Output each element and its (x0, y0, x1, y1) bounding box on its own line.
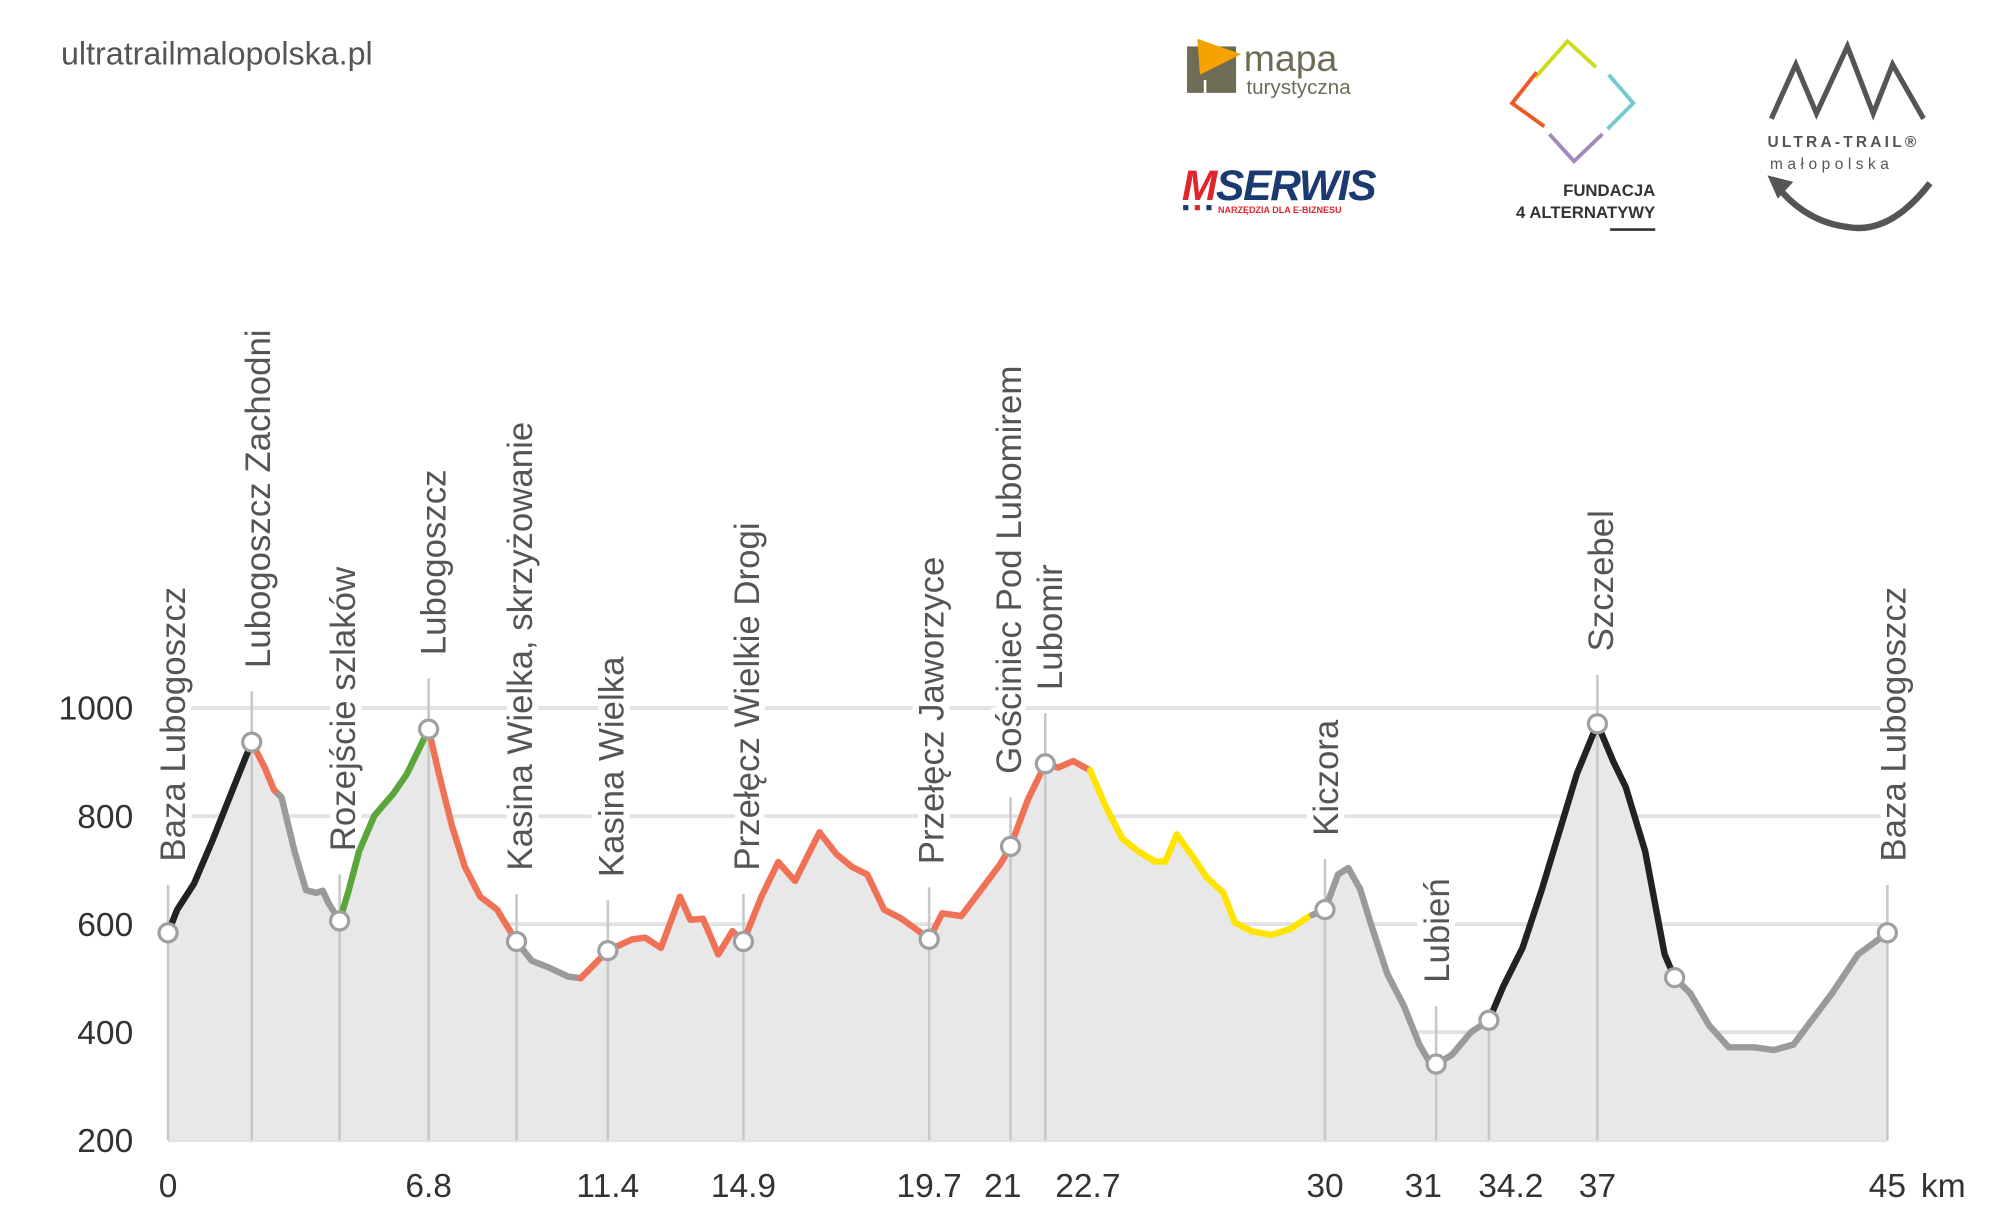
waypoint-marker (417, 718, 440, 740)
waypoint-marker (1663, 967, 1686, 989)
ultratrail-line2: małopolska (1770, 156, 1893, 173)
waypoint-label: Szczebel (1582, 510, 1621, 651)
waypoint-marker (157, 922, 179, 944)
waypoint-marker (1314, 898, 1336, 921)
waypoint-marker (1876, 922, 1899, 944)
waypoint-label: Kasina Wielka (592, 656, 631, 877)
y-tick-label: 400 (77, 1015, 133, 1052)
waypoint-marker (999, 835, 1022, 858)
waypoint-label: Baza Lubogoszcz (1874, 587, 1913, 862)
x-unit-label: km (1921, 1168, 1966, 1205)
y-tick-label: 600 (77, 907, 133, 944)
y-axis-ticks: 200 400 600 800 1000 (59, 691, 134, 1160)
waypoint-label: Gościniec Pod Lubomirem (990, 366, 1029, 774)
waypoint-marker (328, 910, 351, 932)
x-tick-label: 45 (1869, 1168, 1906, 1205)
waypoint-marker (505, 930, 528, 953)
y-tick-label: 200 (77, 1123, 133, 1160)
profile-segment (1086, 767, 1316, 939)
x-tick-label: 19.7 (897, 1168, 962, 1205)
profile-segment (425, 725, 520, 945)
x-tick-label: 0 (159, 1168, 178, 1205)
x-tick-label: 22.7 (1055, 1168, 1120, 1205)
fundacja-line1: FUNDACJA (1563, 181, 1655, 200)
profile-segment (275, 791, 343, 925)
x-tick-label: 30 (1306, 1168, 1343, 1205)
site-url[interactable]: ultratrailmalopolska.pl (61, 35, 373, 71)
x-tick-label: 37 (1579, 1168, 1616, 1205)
x-tick-label: 11.4 (576, 1168, 639, 1205)
fundacja-4-alternatywy-logo: FUNDACJA 4 ALTERNATYWY (1509, 38, 1655, 231)
ultra-trail-malopolska-logo: ULTRA-TRAIL® małopolska (1767, 39, 1933, 232)
waypoint-markers (157, 713, 1899, 1075)
x-tick-label: 21 (984, 1168, 1021, 1205)
profile-segment (248, 738, 283, 798)
x-tick-label: 34.2 (1478, 1168, 1543, 1205)
waypoint-label: Kasina Wielka, skrzyżowanie (501, 422, 540, 871)
x-tick-label: 6.8 (405, 1168, 452, 1205)
waypoint-marker (732, 930, 755, 953)
waypoint-marker (1034, 753, 1056, 775)
x-tick-label: 31 (1405, 1168, 1442, 1205)
waypoint-label: Lubomir (1031, 564, 1070, 690)
y-tick-label: 1000 (59, 691, 134, 728)
x-tick-label: 14.9 (711, 1168, 776, 1205)
waypoint-marker (1478, 1009, 1500, 1031)
x-axis-ticks: 0 6.8 11.4 14.9 19.7 21 22.7 30 31 34.2 37 45 km (159, 1168, 1966, 1205)
waypoint-label: Lubień (1418, 878, 1457, 983)
ultratrail-line1: ULTRA-TRAIL® (1767, 134, 1919, 151)
mserwis-logo: MSERWIS NARZĘDZIA DLA E-BIZNESU (1182, 162, 1378, 215)
profile-area (168, 723, 1888, 1141)
profile-segment (336, 725, 432, 925)
waypoint-marker (597, 939, 619, 962)
profile-segments (164, 720, 1891, 1068)
mapa-logo-text: mapa (1244, 37, 1338, 79)
waypoint-marker (241, 731, 263, 753)
profile-segment (1485, 720, 1678, 1024)
waypoint-label: Kiczora (1307, 719, 1346, 836)
waypoint-label: Przełęcz Wielkie Drogi (728, 522, 767, 870)
profile-segment (164, 738, 255, 937)
waypoint-marker (918, 928, 940, 950)
mapa-logo-subtext: turystyczna (1246, 76, 1351, 99)
mserwis-tagline: NARZĘDZIA DLA E-BIZNESU (1218, 205, 1342, 215)
waypoint-marker (1425, 1053, 1447, 1075)
fundacja-line2: 4 ALTERNATYWY (1516, 203, 1655, 222)
waypoint-label: Lubogoszcz Zachodni (239, 329, 278, 668)
profile-segment (1309, 864, 1493, 1068)
mserwis-logo-text: MSERWIS (1182, 162, 1376, 210)
profile-fill (168, 723, 1888, 1141)
waypoint-label: Przełęcz Jaworzyce (912, 557, 951, 865)
waypoint-label: Rozejście szlaków (324, 566, 363, 851)
waypoint-marker (1586, 713, 1609, 735)
waypoint-label: Lubogoszcz (414, 469, 453, 655)
profile-segment (1671, 929, 1891, 1054)
mapa-turystyczna-logo: mapa turystyczna (1187, 37, 1351, 99)
y-tick-label: 800 (77, 799, 133, 836)
waypoint-label: Baza Lubogoszcz (154, 587, 193, 862)
waypoint-labels: Baza Lubogoszcz Lubogoszcz Zachodni Rozejś… (147, 323, 1920, 989)
profile-segment (513, 938, 584, 982)
